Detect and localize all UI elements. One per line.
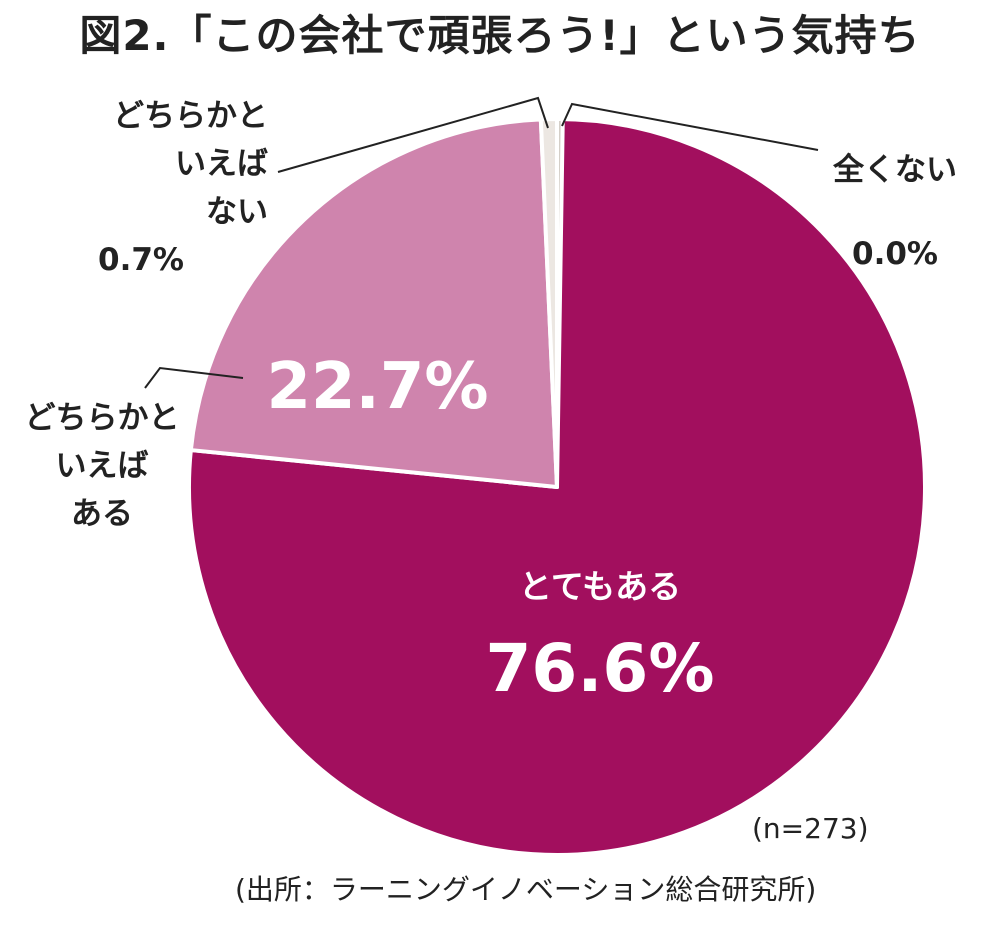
label-somewhat-yes: どちらかと いえば ある: [12, 394, 192, 538]
label-somewhat-yes-line-2: いえば: [55, 448, 149, 484]
label-somewhat-no-line-1: どちらかと: [113, 98, 268, 134]
source-note: (出所：ラーニングイノベーション総合研究所): [235, 873, 817, 906]
sample-size-note: (n=273): [752, 812, 869, 845]
slice-none: [555, 116, 565, 489]
leader-somewhat-yes: [144, 366, 244, 389]
slice-category-very: とてもある: [518, 567, 682, 606]
leader-lines: [144, 96, 819, 389]
label-somewhat-no: どちらかと いえば ない 0.7%: [68, 92, 268, 284]
pie-slices: [187, 116, 927, 857]
slice-somewhat-yes: [188, 117, 559, 489]
label-none-value: 0.0%: [852, 236, 938, 272]
leader-none: [561, 102, 819, 151]
label-somewhat-no-line-2: いえば: [175, 146, 268, 182]
leader-somewhat-no: [277, 96, 549, 173]
label-somewhat-yes-line-3: ある: [71, 496, 133, 532]
chart-title: 図2.「この会社で頑張ろう!」という気持ち: [79, 11, 921, 60]
label-somewhat-no-line-3: ない: [206, 194, 268, 230]
label-somewhat-no-value: 0.7%: [98, 242, 184, 278]
label-somewhat-yes-line-1: どちらかと: [24, 400, 180, 436]
label-none: 全くない 0.0%: [810, 128, 980, 296]
slice-value-somewhat-yes: 22.7%: [266, 350, 489, 424]
label-none-line-1: 全くない: [833, 152, 957, 188]
slice-label-very: とてもある 76.6%: [470, 560, 730, 707]
slice-value-very: 76.6%: [485, 630, 715, 707]
